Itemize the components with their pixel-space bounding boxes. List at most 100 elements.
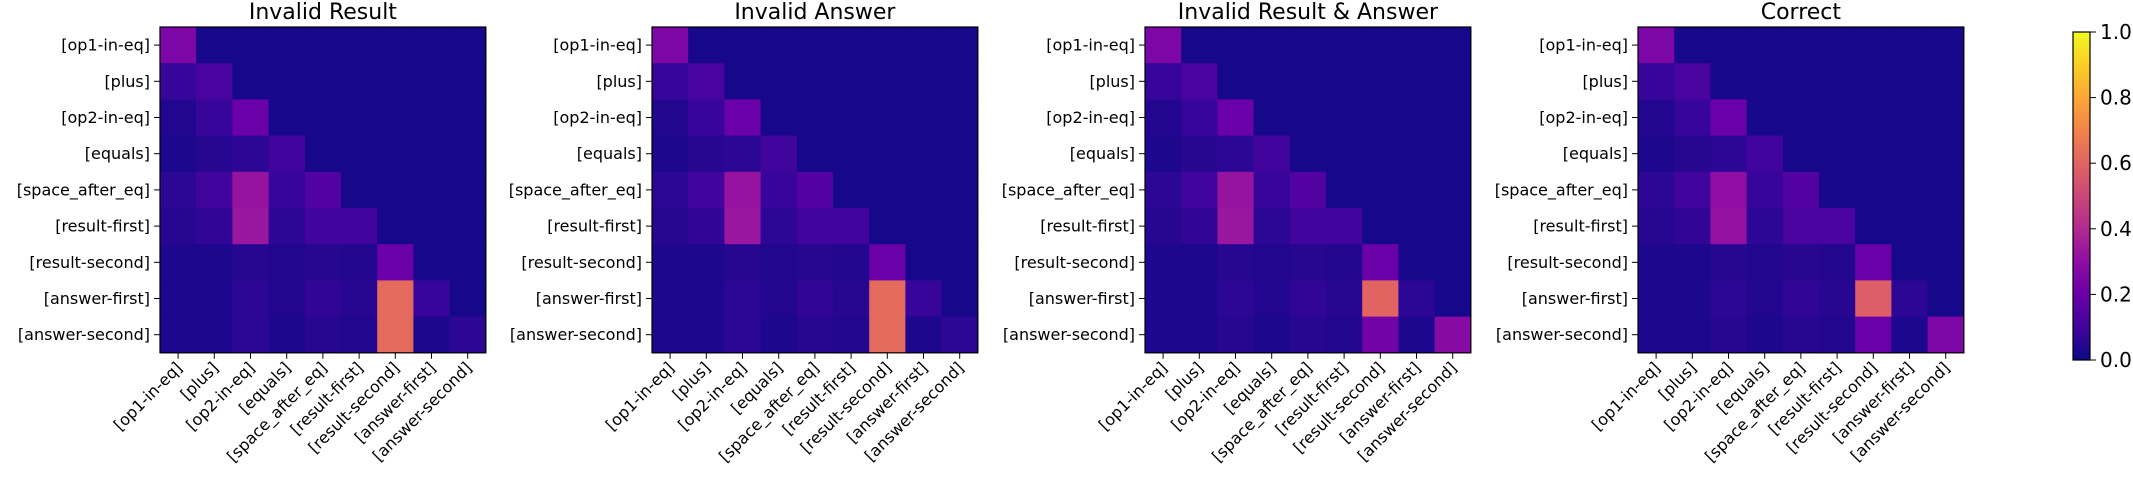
y-tick-label: [answer-second] xyxy=(18,325,150,344)
heatmap-cell xyxy=(196,316,233,354)
heatmap-cell xyxy=(341,99,378,137)
heatmap-cell xyxy=(1362,244,1399,281)
heatmap-cell xyxy=(652,63,689,100)
heatmap-cell xyxy=(341,316,378,354)
heatmap-cell xyxy=(760,316,798,354)
heatmap-cell xyxy=(1782,27,1820,64)
heatmap-cell xyxy=(268,208,306,245)
heatmap-cell xyxy=(869,244,906,281)
heatmap-cell xyxy=(760,27,798,64)
heatmap-cell xyxy=(1927,27,1965,64)
heatmap-cell xyxy=(196,171,233,209)
heatmap-cell xyxy=(413,99,451,137)
heatmap-cell xyxy=(1927,280,1965,318)
heatmap-cell xyxy=(833,244,870,281)
heatmap-cell xyxy=(1217,63,1255,100)
heatmap-cell xyxy=(760,244,798,281)
y-tick-label: [result-second] xyxy=(1014,253,1135,272)
y-tick-label: [result-first] xyxy=(547,217,642,236)
heatmap-cell xyxy=(941,135,979,173)
heatmap-cell xyxy=(449,244,487,281)
y-tick-label: [answer-second] xyxy=(1496,325,1628,344)
heatmap-cell xyxy=(652,171,689,209)
heatmap-cell xyxy=(1891,63,1929,100)
heatmap-cell xyxy=(232,280,270,318)
heatmap-cell xyxy=(652,316,689,354)
heatmap-cell xyxy=(413,244,451,281)
heatmap-cell xyxy=(1217,280,1255,318)
heatmap-cell xyxy=(724,63,762,100)
heatmap-cell xyxy=(377,280,414,318)
heatmap-cell xyxy=(449,208,487,245)
heatmap-cell xyxy=(941,99,979,137)
heatmap-cell xyxy=(1638,27,1675,64)
heatmap-cell xyxy=(1398,316,1436,354)
heatmap-cell xyxy=(1819,208,1856,245)
heatmap-cell xyxy=(449,280,487,318)
heatmap-cell xyxy=(724,27,762,64)
heatmap-cell xyxy=(1746,171,1784,209)
heatmap-cell xyxy=(652,208,689,245)
heatmap-cell xyxy=(1398,208,1436,245)
heatmap-cell xyxy=(1253,244,1291,281)
heatmap-cell xyxy=(724,280,762,318)
heatmap-cell xyxy=(760,171,798,209)
heatmap-cell xyxy=(196,280,233,318)
panel-title: Invalid Result xyxy=(249,0,397,25)
heatmap-cell xyxy=(869,280,906,318)
heatmap-cell xyxy=(1782,135,1820,173)
colorbar-tick-label: 1.0 xyxy=(2100,20,2132,44)
heatmap-cell xyxy=(413,280,451,318)
heatmap-cell xyxy=(688,63,725,100)
heatmap-cell xyxy=(413,316,451,354)
heatmap-cell xyxy=(1398,244,1436,281)
heatmap-cell xyxy=(1145,208,1182,245)
heatmap-cell xyxy=(1746,135,1784,173)
heatmap-cell xyxy=(1891,27,1929,64)
y-tick-label: [op1-in-eq] xyxy=(1539,36,1628,55)
heatmap-cell xyxy=(796,63,834,100)
heatmap-cell xyxy=(377,27,414,64)
heatmap-cell xyxy=(341,171,378,209)
heatmap-cell xyxy=(1434,99,1472,137)
heatmap-cell xyxy=(1181,208,1218,245)
heatmap-cell xyxy=(1289,280,1327,318)
heatmap-cell xyxy=(724,99,762,137)
heatmap-cell xyxy=(1326,208,1363,245)
heatmap-cell xyxy=(1638,99,1675,137)
heatmap-cell xyxy=(1855,244,1892,281)
heatmap-cell xyxy=(724,171,762,209)
heatmap-cell xyxy=(869,208,906,245)
heatmap-cell xyxy=(449,27,487,64)
heatmap-cell xyxy=(1145,244,1182,281)
heatmap-cell xyxy=(1638,280,1675,318)
heatmap-cell xyxy=(1181,280,1218,318)
heatmap-cell xyxy=(1710,208,1748,245)
y-tick-label: [answer-first] xyxy=(1522,289,1628,308)
heatmap-cell xyxy=(1362,280,1399,318)
heatmap-cell xyxy=(905,99,943,137)
y-tick-label: [space_after_eq] xyxy=(17,180,150,200)
heatmap-cell xyxy=(1362,208,1399,245)
heatmap-cell xyxy=(196,135,233,173)
heatmap-cell xyxy=(1819,27,1856,64)
heatmap-cell xyxy=(1217,171,1255,209)
heatmap-cell xyxy=(760,63,798,100)
heatmap-cell xyxy=(1891,244,1929,281)
heatmap-cell xyxy=(1782,208,1820,245)
heatmap-cell xyxy=(1746,99,1784,137)
heatmap-cell xyxy=(760,208,798,245)
heatmap-cell xyxy=(724,135,762,173)
heatmap-cell xyxy=(1145,171,1182,209)
heatmap-cell xyxy=(1398,171,1436,209)
heatmap-cell xyxy=(941,280,979,318)
heatmap-cell xyxy=(1326,316,1363,354)
heatmap-cell xyxy=(833,171,870,209)
heatmap-cell xyxy=(341,280,378,318)
heatmap-cell xyxy=(1398,63,1436,100)
colorbar-frame xyxy=(2072,31,2091,361)
heatmap-cell xyxy=(652,244,689,281)
heatmap-cell xyxy=(1326,244,1363,281)
heatmap-cell xyxy=(1253,27,1291,64)
